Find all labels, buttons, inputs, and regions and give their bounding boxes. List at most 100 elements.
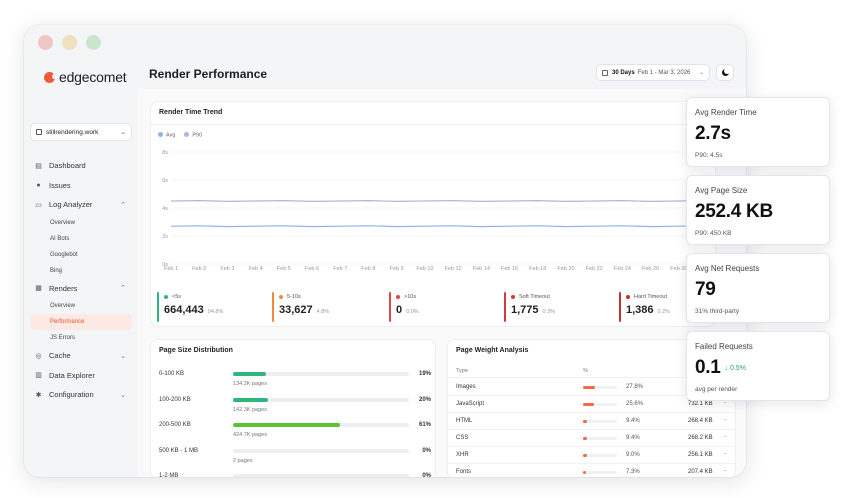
alert-icon: ● xyxy=(36,181,41,189)
sidebar-subitem-overview[interactable]: Overview xyxy=(50,303,76,309)
database-icon: ▥ xyxy=(35,372,42,380)
sidebar-item-label: Cache xyxy=(49,351,71,361)
bucket-value: 0 0.0% xyxy=(396,304,419,316)
resource-type: XHR xyxy=(456,452,469,458)
bucket-count: 1,775 xyxy=(511,304,539,316)
sidebar-item-renders[interactable]: ▦ Renders ⌃ xyxy=(30,279,132,299)
weight-bar-fill xyxy=(583,471,587,474)
row-action[interactable]: - xyxy=(724,400,726,406)
sidebar-item-issues[interactable]: ● Issues xyxy=(30,176,132,196)
render-bucket-10s[interactable]: >10s 0 0.0% xyxy=(389,292,419,322)
page-size-bar-fill xyxy=(233,372,267,376)
stat-label: Failed Requests xyxy=(695,342,753,351)
page-size-row[interactable]: 500 KB - 1 MB 2 pages 0% xyxy=(159,445,431,469)
x-tick-label: Feb 4 xyxy=(249,266,263,272)
page-size-percent: 61% xyxy=(418,422,431,428)
stat-label: Avg Render Time xyxy=(695,108,757,117)
bucket-count: 1,386 xyxy=(626,304,654,316)
theme-toggle-button[interactable] xyxy=(716,64,734,81)
column-header-percent[interactable]: % xyxy=(583,368,588,374)
page-weight-row[interactable]: Fonts 7.3% 207.4 KB - xyxy=(448,464,735,477)
bucket-percent: 4.8% xyxy=(316,309,330,315)
sidebar-item-label: Dashboard xyxy=(49,161,86,171)
x-tick-label: Feb 12 xyxy=(445,266,462,272)
x-tick-label: Feb 16 xyxy=(501,266,518,272)
maximize-window-dot[interactable] xyxy=(86,35,101,50)
bucket-percent: 0.3% xyxy=(542,309,556,315)
stat-card-avg-net-requests[interactable]: Avg Net Requests 79 31% third-party xyxy=(686,253,830,323)
sidebar-subitem-ai-bots[interactable]: AI Bots xyxy=(50,235,70,242)
sidebar-item-dashboard[interactable]: ▤ Dashboard xyxy=(30,156,132,176)
chevron-down-icon: ⌄ xyxy=(698,70,704,76)
sidebar-subitem-performance[interactable]: Performance xyxy=(30,314,132,330)
weight-size: 207.4 KB xyxy=(688,469,713,475)
x-tick-label: Feb 14 xyxy=(473,266,490,272)
page-weight-row[interactable]: JavaScript 25.6% 732.1 KB - xyxy=(448,396,735,413)
bucket-label-row: Hard Timeout xyxy=(626,294,670,300)
column-header-type[interactable]: Type xyxy=(456,368,468,374)
weight-bar-fill xyxy=(583,454,587,457)
sidebar-item-data-explorer[interactable]: ▥ Data Explorer xyxy=(30,366,132,386)
sidebar-subitem-overview[interactable]: Overview xyxy=(50,219,76,226)
page-size-row[interactable]: 1-2 MB 0% xyxy=(159,470,431,477)
legend-label: Avg xyxy=(166,132,176,139)
row-action[interactable]: - xyxy=(724,468,726,474)
row-action[interactable]: - xyxy=(724,451,726,457)
y-tick-label: 4s xyxy=(162,206,168,212)
page-weight-row[interactable]: XHR 9.0% 256.1 KB - xyxy=(448,447,735,464)
x-tick-label: Feb 9 xyxy=(390,266,404,272)
moon-icon xyxy=(721,68,730,76)
stat-card-avg-page-size[interactable]: Avg Page Size 252.4 KB P90: 450 KB xyxy=(686,175,830,245)
page-size-row[interactable]: 200-500 KB 424.7K pages 61% xyxy=(159,419,431,443)
resource-type: HTML xyxy=(456,418,473,424)
bucket-label-row: >10s xyxy=(396,294,419,300)
stat-card-avg-render-time[interactable]: Avg Render Time 2.7s P90: 4.5s xyxy=(686,97,830,167)
sidebar-subitem-js-errors[interactable]: JS Errors xyxy=(50,335,76,341)
site-selector[interactable]: stillrendering.work ⌄ xyxy=(30,123,132,141)
render-bucket-5-10s[interactable]: 5-10s 33,627 4.8% xyxy=(272,292,329,322)
sidebar-item-label: Issues xyxy=(49,180,71,190)
page-size-row[interactable]: 100-200 KB 142.3K pages 20% xyxy=(159,394,431,418)
page-weight-row[interactable]: CSS 9.4% 268.2 KB - xyxy=(448,430,735,447)
sidebar-item-label: Log Analyzer xyxy=(49,200,93,210)
sidebar-item-log-analyzer[interactable]: ▭ Log Analyzer ⌃ xyxy=(30,195,132,215)
date-range-value: Feb 1 - Mar 3, 2026 xyxy=(637,69,691,76)
page-size-row[interactable]: 0-100 KB 134.2K pages 19% xyxy=(159,368,431,392)
render-bucket-5s[interactable]: <5s 664,443 94.8% xyxy=(157,292,223,322)
sidebar-subitem-googlebot[interactable]: Googlebot xyxy=(50,251,78,258)
bucket-label: >10s xyxy=(404,294,417,300)
row-action[interactable]: - xyxy=(724,417,726,423)
bucket-value: 1,775 0.3% xyxy=(511,304,555,316)
bucket-label-row: <5s xyxy=(164,294,223,300)
page-size-range: 500 KB - 1 MB xyxy=(159,447,199,454)
x-tick-label: Feb 24 xyxy=(614,266,631,272)
weight-bar-fill xyxy=(583,386,595,389)
weight-bar-track xyxy=(583,437,617,440)
sidebar-item-cache[interactable]: ◎ Cache ⌄ xyxy=(30,346,132,366)
stat-card-failed-requests[interactable]: Failed Requests 0.1 ↓ 0.5% avg per render xyxy=(686,331,830,401)
weight-bar-fill xyxy=(583,437,588,440)
page-weight-row[interactable]: HTML 9.4% 268.4 KB - xyxy=(448,413,735,430)
sidebar-subitem-bing[interactable]: Bing xyxy=(50,267,63,274)
render-bucket-hard-timeout[interactable]: Hard Timeout 1,386 0.2% xyxy=(619,292,670,322)
brand-logo[interactable]: edgecomet xyxy=(44,69,127,85)
render-bucket-soft-timeout[interactable]: Soft Timeout 1,775 0.3% xyxy=(504,292,555,322)
bucket-count: 0 xyxy=(396,304,403,316)
render-time-buckets: <5s 664,443 94.8% 5-10s 33,627 4.8% >10s 0 0.0% S… xyxy=(157,292,712,324)
site-selector-value: stillrendering.work xyxy=(46,128,99,136)
x-tick-label: Feb 8 xyxy=(361,266,375,272)
chart-legend: Avg P90 xyxy=(158,132,202,139)
chevron-down-icon: ⌄ xyxy=(120,129,126,136)
date-range-button[interactable]: 30 Days Feb 1 - Mar 3, 2026 ⌄ xyxy=(596,64,710,81)
x-tick-label: Feb 22 xyxy=(586,266,603,272)
sidebar-item-label: Data Explorer xyxy=(49,370,95,380)
page-size-bar-fill xyxy=(233,397,269,402)
legend-item-p90[interactable]: P90 xyxy=(184,132,202,139)
page-title: Render Performance xyxy=(149,67,268,81)
legend-item-avg[interactable]: Avg xyxy=(158,132,175,139)
sidebar-item-configuration[interactable]: ✱ Configuration ⌄ xyxy=(30,385,132,405)
page-size-range: 0-100 KB xyxy=(159,371,185,377)
minimize-window-dot[interactable] xyxy=(62,35,77,50)
close-window-dot[interactable] xyxy=(38,35,53,50)
row-action[interactable]: - xyxy=(724,434,726,440)
